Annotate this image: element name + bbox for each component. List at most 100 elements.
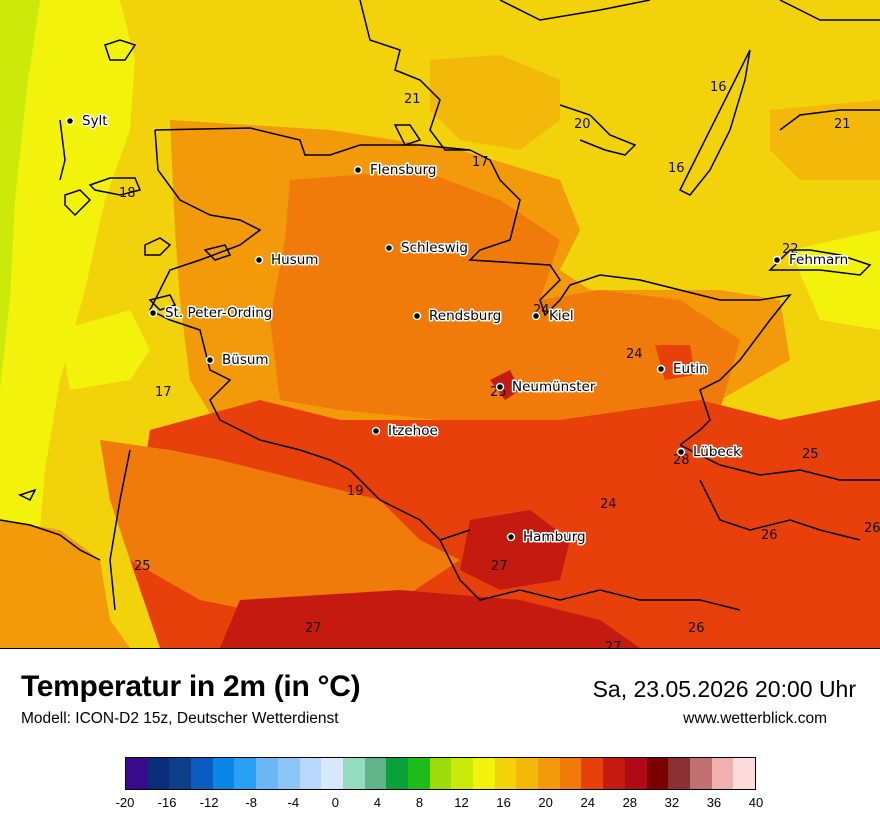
city-dot [506,532,516,542]
temp-zone-20-22-ne [770,100,880,180]
legend-color-swatch [516,758,539,789]
legend-tick-label: 16 [496,795,511,810]
temp-zone-hot-neumuenster [490,370,520,400]
legend-tick-label: 20 [538,795,553,810]
city-dot [531,311,541,321]
city-dot [676,447,686,457]
city-label: Flensburg [370,162,436,178]
city-eutin[interactable]: Eutin [656,360,709,379]
city-label: Fehmarn [789,252,848,268]
city-st-peter-ording[interactable]: St. Peter-Ording [148,304,274,323]
legend-tick-label: 36 [706,795,722,810]
city-dot [371,426,381,436]
legend-color-swatch [646,758,669,789]
map-title: Temperatur in 2m (in °C) [21,670,361,703]
temp-label: 16 [710,80,727,95]
city-neumuenster[interactable]: Neumünster [495,378,597,397]
temp-label: 26 [761,528,778,543]
legend-color-swatch [538,758,560,789]
city-label: Itzehoe [388,423,438,439]
city-dot [384,243,394,253]
temp-zone-coastal [60,310,150,390]
temperature-map: 21 20 16 21 17 16 18 22 24 24 17 25 25 2… [0,0,880,649]
legend-tick-label: 40 [748,795,764,810]
city-label: Kiel [549,308,574,324]
legend-color-swatch [234,758,257,789]
temp-label: 27 [605,640,622,648]
city-husum[interactable]: Husum [254,251,320,270]
temp-label: 25 [802,447,819,462]
city-itzehoe[interactable]: Itzehoe [371,422,439,441]
city-hamburg[interactable]: Hamburg [506,528,587,547]
city-dot [772,255,782,265]
forecast-datetime: Sa, 23.05.2026 20:00 Uhr [592,676,856,702]
city-sylt[interactable]: Sylt [65,112,109,131]
city-label: Schleswig [401,240,468,256]
legend-tick-label: -8 [245,795,257,810]
temp-label: 17 [472,155,489,170]
city-dot [254,255,264,265]
city-label: Eutin [673,361,708,377]
website-link[interactable]: www.wetterblick.com [683,710,827,727]
legend-color-swatch [191,758,213,789]
temp-zone-28-30-hamburg [460,510,570,590]
temp-label: 20 [574,117,591,132]
legend-color-swatch [364,758,387,789]
city-kiel[interactable]: Kiel [531,307,575,326]
city-label: Hamburg [523,529,586,545]
city-luebeck[interactable]: Lübeck [676,443,743,462]
legend-color-swatch [256,758,278,789]
city-label: Büsum [222,352,269,368]
city-label: Lübeck [693,444,741,460]
city-label: Sylt [82,113,108,129]
city-fehmarn[interactable]: Fehmarn [772,251,850,270]
temp-zone-20-22-north [430,55,560,150]
legend-color-swatch [733,758,755,789]
city-dot [412,311,422,321]
temp-zone-eutin [655,345,695,380]
city-markers: Sylt Flensburg Schleswig Husum St. Peter… [65,112,850,547]
legend-color-swatch [126,758,148,789]
temperature-labels: 21 20 16 21 17 16 18 22 24 24 17 25 25 2… [119,80,880,648]
city-label: Husum [271,252,318,268]
legend-tick-label: -12 [199,795,219,810]
legend-tick-label: 32 [664,795,680,810]
city-buesum[interactable]: Büsum [205,351,270,370]
city-flensburg[interactable]: Flensburg [353,161,438,180]
legend-tick-label: 28 [622,795,638,810]
temp-label: 19 [347,484,364,499]
legend-color-swatch [277,758,300,789]
temp-zone-24-26 [270,170,740,430]
legend-tick-label: 8 [415,795,424,810]
temp-label: 26 [864,521,880,536]
legend-color-swatch [429,758,452,789]
temp-label: 25 [134,559,151,574]
legend-color-swatch [668,758,690,789]
temp-zone-sw-corner [0,520,130,648]
legend-color-swatch [342,758,365,789]
city-dot [148,308,158,318]
legend-color-swatch [581,758,604,789]
legend-color-swatch [689,758,712,789]
city-rendsburg[interactable]: Rendsburg [412,307,503,326]
legend-tick-label: 12 [454,795,469,810]
temp-label: 27 [491,559,508,574]
map-canvas: 21 20 16 21 17 16 18 22 24 24 17 25 25 2… [0,0,880,648]
temp-label: 26 [688,621,705,636]
legend-tick-label: 4 [373,795,382,810]
coastlines [0,0,880,611]
legend-tick-label: 24 [580,795,595,810]
legend-color-swatch [386,758,408,789]
city-schleswig[interactable]: Schleswig [384,239,470,258]
legend-tick-label: -16 [157,795,177,810]
city-dot [65,116,75,126]
color-legend-ticks: -20 -16 -12 -8 -4 0 4 8 12 16 20 24 28 32 36 40 [116,795,764,815]
temp-label: 16 [668,161,685,176]
legend-color-swatch [711,758,734,789]
temp-label: 18 [119,186,136,201]
temp-label: 27 [305,621,322,636]
legend-color-swatch [494,758,517,789]
city-label: Neumünster [512,379,596,395]
temp-label: 22 [782,242,799,257]
legend-color-swatch [624,758,647,789]
